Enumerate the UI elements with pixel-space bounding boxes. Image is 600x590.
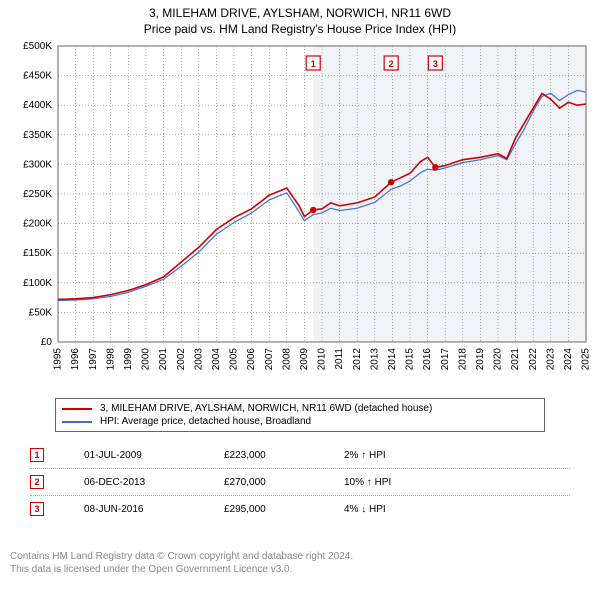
chart-subtitle: Price paid vs. HM Land Registry's House … <box>0 22 600 36</box>
legend-swatch <box>62 421 92 423</box>
xtick-label: 2012 <box>352 348 363 371</box>
attribution-line1: Contains HM Land Registry data © Crown c… <box>10 550 590 563</box>
chart-svg: £0 £50K £100K £150K £200K £250K £300K £350K £400… <box>10 42 590 392</box>
ytick-label: £0 <box>41 337 53 348</box>
legend: 3, MILEHAM DRIVE, AYLSHAM, NORWICH, NR11… <box>55 398 545 432</box>
xtick-label: 2018 <box>457 348 468 371</box>
footnote-row: 3 08-JUN-2016 £295,000 4% ↓ HPI <box>30 496 570 522</box>
xtick-label: 2011 <box>334 348 345 370</box>
xtick-label: 2000 <box>141 348 152 371</box>
attribution-line2: This data is licensed under the Open Gov… <box>10 563 590 576</box>
ytick-label: £350K <box>23 130 52 141</box>
legend-label: 3, MILEHAM DRIVE, AYLSHAM, NORWICH, NR11… <box>100 403 432 414</box>
xtick-label: 1996 <box>70 348 81 371</box>
sale-marker-num: 1 <box>311 59 316 69</box>
footnote-pct: 2% ↑ HPI <box>344 450 444 461</box>
attribution: Contains HM Land Registry data © Crown c… <box>10 550 590 576</box>
xtick-label: 2015 <box>405 348 416 371</box>
xtick-label: 2004 <box>211 348 222 371</box>
xtick-label: 2008 <box>281 348 292 371</box>
xtick-label: 1995 <box>53 348 64 371</box>
footnote-price: £295,000 <box>224 504 304 515</box>
legend-swatch <box>62 408 92 410</box>
footnote-price: £223,000 <box>224 450 304 461</box>
sale-footnotes: 1 01-JUL-2009 £223,000 2% ↑ HPI 2 06-DEC-2013… <box>30 442 570 522</box>
ytick-label: £50K <box>29 307 53 318</box>
ytick-label: £400K <box>23 100 52 111</box>
footnote-pct: 4% ↓ HPI <box>344 504 444 515</box>
footnote-price: £270,000 <box>224 477 304 488</box>
legend-row: HPI: Average price, detached house, Broa… <box>62 416 538 427</box>
xtick-label: 2024 <box>563 348 574 371</box>
ytick-label: £100K <box>23 278 52 289</box>
xtick-label: 1997 <box>88 348 99 371</box>
xtick-label: 2025 <box>581 348 590 371</box>
xtick-label: 2020 <box>493 348 504 371</box>
footnote-pct: 10% ↑ HPI <box>344 477 444 488</box>
chart-area: £0 £50K £100K £150K £200K £250K £300K £350K £400… <box>10 42 590 392</box>
xtick-label: 2005 <box>229 348 240 371</box>
legend-label: HPI: Average price, detached house, Broa… <box>100 416 311 427</box>
sale-marker-num: 3 <box>433 59 438 69</box>
chart-title: 3, MILEHAM DRIVE, AYLSHAM, NORWICH, NR11… <box>0 6 600 20</box>
xtick-label: 2010 <box>317 348 328 371</box>
sale-marker-num: 2 <box>389 59 394 69</box>
sale-marker-dot <box>310 207 316 213</box>
xtick-label: 2023 <box>545 348 556 371</box>
xtick-label: 2007 <box>264 348 275 371</box>
sale-marker-dot <box>432 164 438 170</box>
footnote-marker: 1 <box>30 448 44 462</box>
ytick-label: £200K <box>23 219 52 230</box>
xtick-label: 2021 <box>510 348 521 371</box>
xtick-label: 2017 <box>440 348 451 371</box>
xtick-label: 2003 <box>193 348 204 371</box>
footnote-marker: 2 <box>30 475 44 489</box>
ytick-label: £150K <box>23 248 52 259</box>
footnote-date: 01-JUL-2009 <box>84 450 184 461</box>
xtick-label: 2006 <box>246 348 257 371</box>
xtick-label: 2016 <box>422 348 433 371</box>
ytick-label: £450K <box>23 71 52 82</box>
xtick-label: 2019 <box>475 348 486 371</box>
ytick-label: £250K <box>23 189 52 200</box>
xtick-label: 2009 <box>299 348 310 371</box>
legend-row: 3, MILEHAM DRIVE, AYLSHAM, NORWICH, NR11… <box>62 403 538 414</box>
footnote-marker: 3 <box>30 502 44 516</box>
xtick-label: 2013 <box>369 348 380 371</box>
shaded-band <box>313 46 586 342</box>
footnote-date: 08-JUN-2016 <box>84 504 184 515</box>
ytick-label: £500K <box>23 42 52 52</box>
ytick-label: £300K <box>23 159 52 170</box>
xtick-label: 2022 <box>528 348 539 371</box>
xtick-label: 2001 <box>158 348 169 371</box>
xtick-label: 1999 <box>123 348 134 371</box>
footnote-date: 06-DEC-2013 <box>84 477 184 488</box>
xtick-label: 2002 <box>176 348 187 371</box>
footnote-row: 2 06-DEC-2013 £270,000 10% ↑ HPI <box>30 469 570 496</box>
footnote-row: 1 01-JUL-2009 £223,000 2% ↑ HPI <box>30 442 570 469</box>
sale-marker-dot <box>388 179 394 185</box>
xtick-label: 1998 <box>105 348 116 371</box>
xtick-label: 2014 <box>387 348 398 371</box>
